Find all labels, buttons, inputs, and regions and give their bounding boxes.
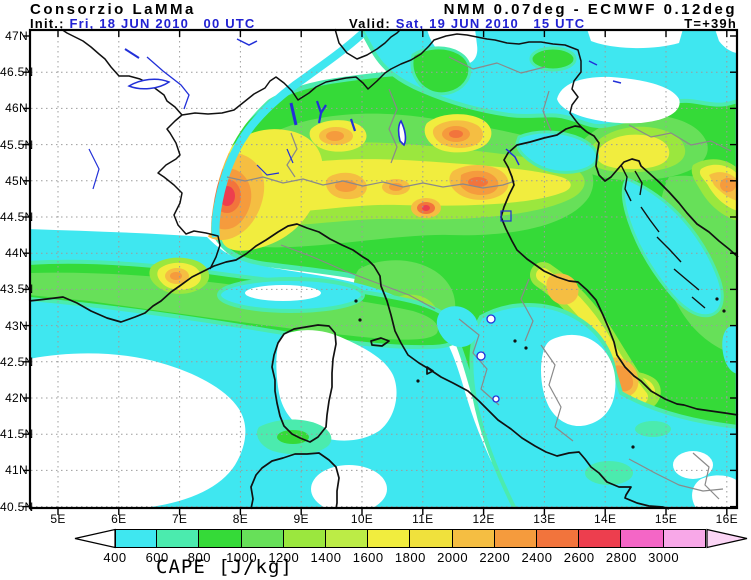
lon-tick-label: 15E [654, 512, 678, 526]
lon-tick-label: 11E [412, 512, 434, 526]
lat-tick-label: 42N [5, 391, 28, 405]
colorbar-tick-label: 2600 [563, 550, 595, 565]
init-label: Init.: [30, 16, 65, 31]
colorbar-cell [367, 529, 411, 548]
lat-tick-label: 44N [5, 246, 28, 261]
colorbar-cell [409, 529, 453, 548]
colorbar-tick-label: 1800 [394, 550, 426, 565]
colorbar-cell [156, 529, 200, 548]
axis-ticks [23, 31, 736, 515]
init-value: Fri, 18 JUN 2010 00 UTC [64, 16, 256, 31]
lon-tick-label: 6E [111, 512, 127, 526]
colorbar-cell [662, 529, 706, 548]
colorbar-tick-label: 1400 [310, 550, 342, 565]
brand-title: Consorzio LaMMa [30, 1, 196, 18]
colorbar-tick-label: 600 [145, 550, 169, 565]
init-time: Init.: Fri, 18 JUN 2010 00 UTC [30, 16, 256, 31]
lakes-rivers [88, 38, 622, 403]
lon-tick-label: 7E [171, 512, 188, 526]
lat-tick-label: 42.5N [0, 354, 34, 369]
lon-tick-label: 16E [715, 512, 738, 526]
colorbar-cell [325, 529, 369, 548]
lat-tick-label: 45N [5, 173, 28, 188]
island-dots [354, 297, 726, 449]
colorbar-cell [620, 529, 664, 548]
colorbar-cell [493, 529, 537, 548]
model-title: NMM 0.07deg - ECMWF 0.12deg [443, 1, 737, 18]
colorbar-cell [578, 529, 622, 548]
colorbar-cell [240, 529, 284, 548]
colorbar-tick-label: 800 [187, 550, 211, 565]
colorbar-cell [536, 529, 580, 548]
cape-field [31, 31, 736, 508]
lat-tick-label: 46N [5, 101, 28, 116]
colorbar-cell [451, 529, 495, 548]
lon-tick-label: 8E [232, 512, 249, 526]
lat-tick-label: 46.5N [0, 65, 34, 80]
lat-tick-label: 40.5N [0, 499, 34, 514]
colorbar-tick-label: 2800 [605, 550, 637, 565]
colorbar-tick-label: 3000 [648, 550, 680, 565]
lat-tick-label: 43.5N [0, 282, 34, 297]
lon-tick-label: 5E [50, 512, 66, 526]
colorbar-title: CAPE [J/kg] [156, 556, 293, 578]
colorbar-cell [115, 529, 158, 548]
colorbar-left-arrow [74, 528, 116, 549]
colorbar-cell [282, 529, 326, 548]
lon-tick-label: 10E [350, 512, 374, 526]
colorbar-tick-label: 2400 [521, 550, 553, 565]
lead-time: T=+39h [684, 16, 737, 31]
colorbar-cell [198, 529, 242, 548]
map-frame [28, 28, 739, 510]
valid-label: Valid: [349, 16, 391, 31]
region-borders [226, 56, 732, 500]
lat-tick-label: 44.5N [0, 210, 34, 224]
croatian-islands [620, 164, 706, 309]
lon-tick-label: 12E [472, 512, 495, 526]
colorbar-tick-label: 1000 [226, 550, 258, 565]
valid-value: Sat, 19 JUN 2010 15 UTC [390, 16, 586, 31]
colorbar-tick-label: 400 [103, 550, 127, 565]
lat-tick-label: 45.5N [0, 137, 34, 152]
colorbar-tick-label: 2200 [479, 550, 511, 565]
coastlines [28, 125, 739, 510]
colorbar-tick-label: 1600 [352, 550, 384, 565]
valid-time: Valid: Sat, 19 JUN 2010 15 UTC [349, 16, 585, 31]
lat-tick-label: 41N [5, 463, 28, 478]
lat-tick-label: 41.5N [0, 427, 34, 442]
lon-tick-label: 14E [594, 512, 617, 526]
colorbar-right-arrow [706, 528, 748, 549]
lon-tick-label: 13E [533, 512, 556, 526]
colorbar-tick-label: 1200 [268, 550, 300, 565]
lat-tick-label: 43N [5, 318, 28, 333]
lon-tick-label: 9E [293, 512, 309, 526]
cape-map [23, 28, 739, 515]
lat-tick-label: 47N [5, 29, 28, 43]
colorbar-tick-label: 2000 [437, 550, 469, 565]
country-borders [60, 28, 588, 270]
